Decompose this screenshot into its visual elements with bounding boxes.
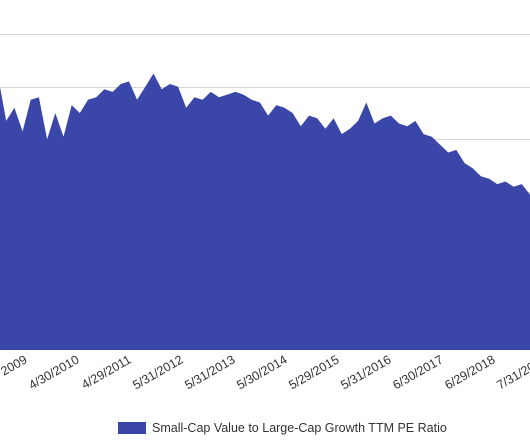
legend-label: Small-Cap Value to Large-Cap Growth TTM … [152, 421, 447, 435]
x-tick-label: 5/31/2016 [338, 352, 393, 392]
x-tick-label: 7/31/2019 [494, 352, 530, 392]
x-tick-label: 4/29/2011 [79, 352, 133, 391]
legend-swatch [118, 422, 146, 434]
series-area [0, 73, 530, 350]
x-tick-label: 6/29/2018 [442, 352, 497, 392]
x-tick-label: 5/31/2012 [130, 352, 185, 392]
x-axis-tick-labels: 20094/30/20104/29/20115/31/20125/31/2013… [0, 352, 530, 392]
x-tick-label: 5/30/2014 [234, 352, 289, 392]
x-tick-label: 4/30/2010 [26, 352, 81, 392]
x-tick-label: 5/29/2015 [286, 352, 341, 392]
x-tick-label: 6/30/2017 [390, 352, 445, 392]
x-tick-label: 5/31/2013 [182, 352, 237, 392]
legend: Small-Cap Value to Large-Cap Growth TTM … [118, 421, 447, 435]
x-tick-label: 2009 [0, 352, 30, 378]
